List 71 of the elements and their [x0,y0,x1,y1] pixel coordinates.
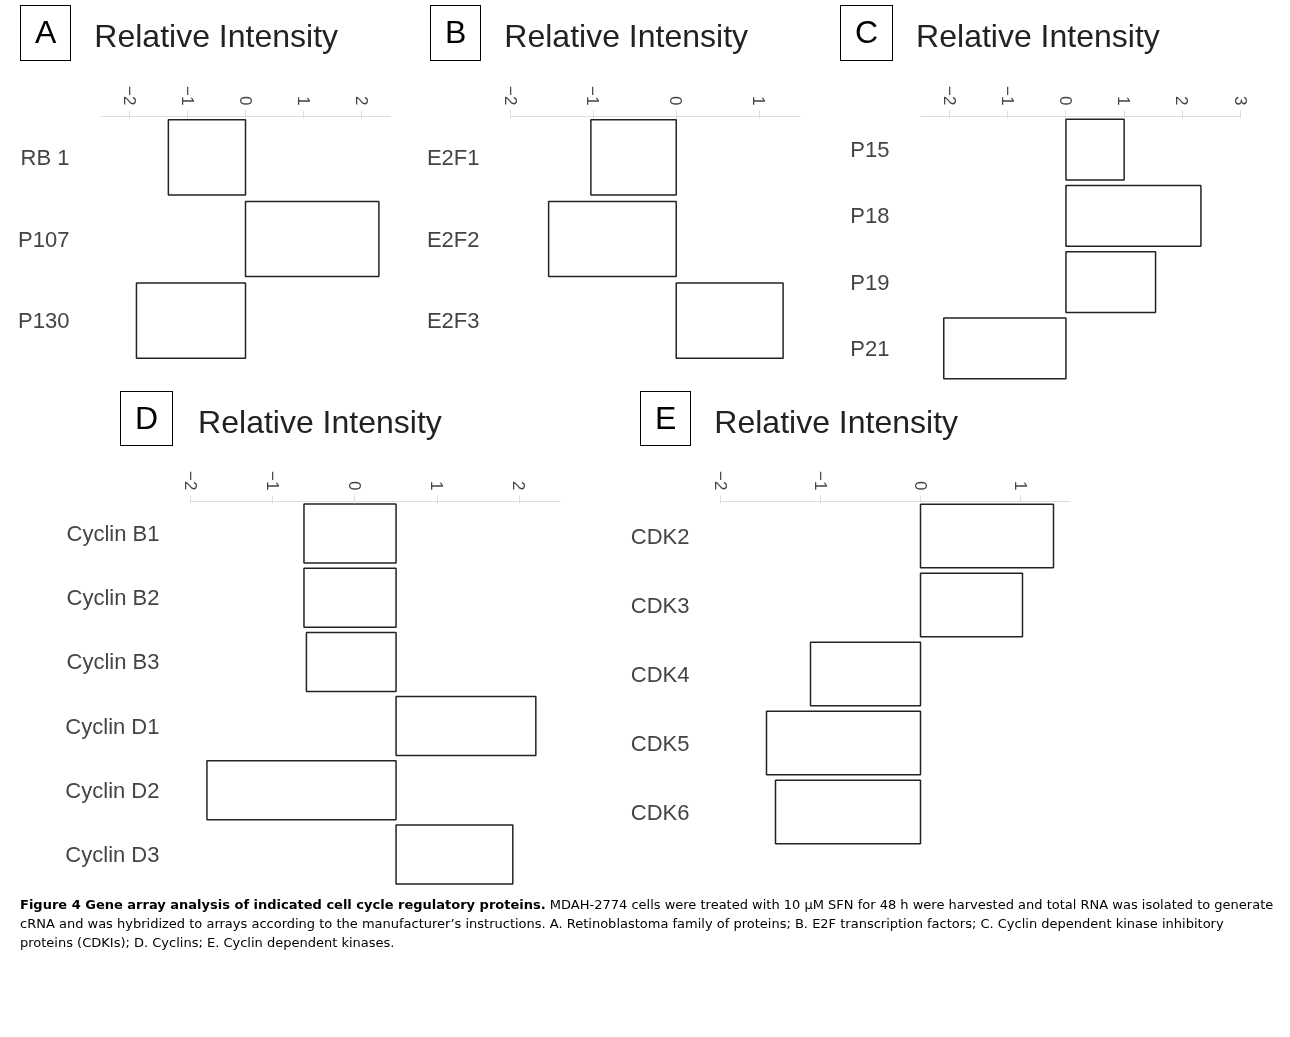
bar [765,710,922,776]
y-tick-label: E2F1 [426,144,480,170]
x-tick-label: 1 [1114,95,1134,106]
x-tick-label: −1 [583,85,603,106]
y-tick-label: E2F2 [426,226,480,252]
chart-title: Relative Intensity [714,402,959,442]
x-tick-label: 0 [666,95,686,106]
x-tick-label: 1 [749,95,769,106]
bar [1065,250,1157,314]
bar [943,316,1067,380]
x-tick-label: 1 [1010,481,1030,491]
y-tick-label: P18 [850,203,890,229]
y-tick-label: CDK4 [630,661,690,687]
x-tick-label: −1 [997,85,1017,106]
y-tick-label: P21 [850,335,890,361]
bar [919,503,1055,569]
y-tick-label: CDK5 [630,730,690,756]
y-tick-label: Cyclin D3 [65,842,160,868]
y-tick-label: P107 [18,226,70,252]
x-tick-label: −1 [810,471,830,491]
y-tick-label: P130 [18,307,70,333]
x-tick-label: −1 [262,471,282,491]
x-tick-label: 2 [351,95,371,106]
y-tick-label: Cyclin B1 [66,521,160,547]
y-tick-label: RB 1 [20,144,70,170]
text: D [135,398,159,438]
bar [1065,118,1125,181]
x-tick-label: −2 [939,85,959,106]
x-tick-label: 0 [1055,95,1075,106]
x-tick-label: −2 [500,85,520,106]
x-tick-label: 1 [293,95,313,106]
text: C [855,13,879,52]
y-tick-label: P15 [850,136,890,162]
bar [809,641,922,707]
bar [395,696,537,757]
bar [774,779,922,845]
text: B [445,13,467,52]
chart-title: Relative Intensity [198,402,442,442]
x-tick-label: −2 [710,471,730,491]
x-tick-label: 0 [910,481,930,491]
y-tick-label: Cyclin D2 [65,778,160,804]
chart-title: Relative Intensity [94,17,339,56]
x-tick-label: 0 [344,481,364,491]
bar [303,567,397,629]
caption: Figure 4 Gene array analysis of indicated cell cycle regulatory proteins. [20,897,546,913]
chart-title: Relative Intensity [916,17,1160,56]
bar [395,824,514,886]
x-tick-label: −2 [180,471,200,491]
bar [206,760,397,821]
x-tick-label: −1 [177,85,197,106]
x-tick-label: 1 [427,481,447,491]
x-tick-label: 2 [509,481,529,491]
x-tick-label: −2 [119,85,139,106]
y-tick-label: E2F3 [426,307,480,333]
text: E [655,398,677,438]
y-tick-label: CDK6 [630,799,690,825]
chart-title: Relative Intensity [504,17,749,56]
x-tick-label: 3 [1230,95,1250,106]
y-tick-label: Cyclin D1 [65,713,160,739]
y-tick-label: CDK2 [630,523,690,549]
bar [305,632,397,693]
x-tick-label: 0 [235,95,255,106]
y-tick-label: CDK3 [630,592,690,618]
bar [303,503,397,565]
y-tick-label: Cyclin B2 [66,585,160,611]
y-tick-label: P19 [850,269,890,295]
text: A [35,13,57,52]
x-tick-label: 2 [1172,95,1192,106]
bar [1065,184,1202,247]
y-tick-label: Cyclin B3 [66,649,160,675]
bar [919,572,1024,638]
